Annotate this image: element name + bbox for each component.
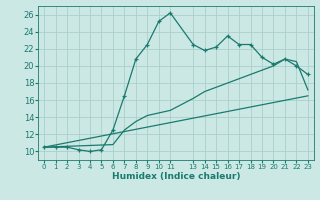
X-axis label: Humidex (Indice chaleur): Humidex (Indice chaleur) [112,172,240,181]
